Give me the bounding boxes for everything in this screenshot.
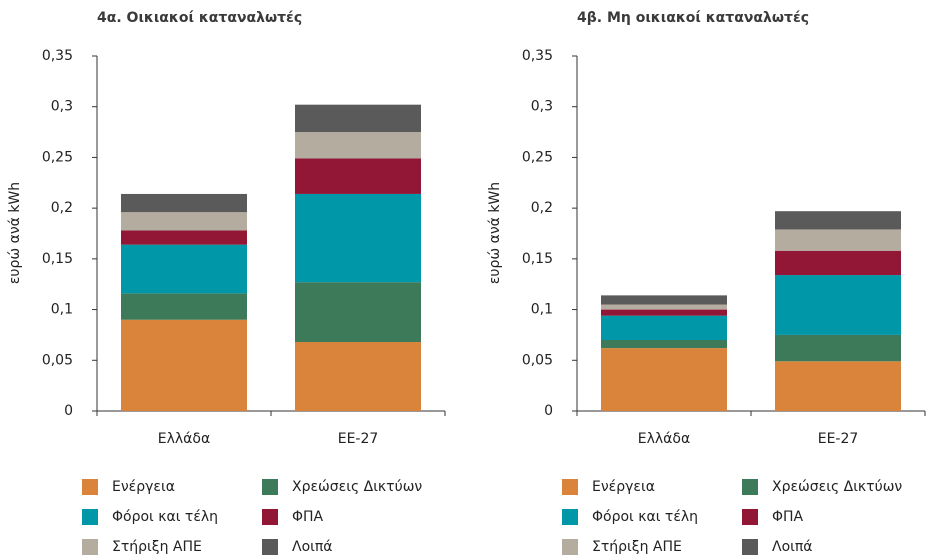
x-tick-label: Ελλάδα (638, 431, 690, 447)
legend-label: Φόροι και τέλη (592, 509, 698, 525)
legend-label: Ενέργεια (592, 479, 655, 495)
y-tick-label: 0,25 (522, 149, 553, 165)
y-tick-label: 0,35 (522, 48, 553, 64)
y-axis-label: ευρώ ανά kWh (487, 182, 503, 284)
legend-label: Λοιπά (292, 539, 333, 555)
chart-title: 4α. Οικιακοί καταναλωτές (97, 10, 302, 26)
legend-label: Χρεώσεις Δικτύων (292, 479, 422, 495)
bar-segment (295, 282, 421, 343)
y-tick-label: 0,2 (51, 200, 73, 216)
legend-swatch (742, 509, 758, 525)
y-tick-label: 0,15 (522, 251, 553, 267)
y-tick-label: 0,3 (51, 99, 73, 115)
bar-segment (775, 361, 901, 411)
bar-segment (775, 229, 901, 251)
bar-segment (121, 230, 247, 245)
y-tick-label: 0,05 (42, 352, 73, 368)
bar-segment (121, 212, 247, 231)
y-tick-label: 0 (64, 403, 73, 419)
legend-swatch (562, 479, 578, 495)
legend-label: Στήριξη ΑΠΕ (592, 539, 682, 555)
legend-label: Στήριξη ΑΠΕ (112, 539, 202, 555)
chart-title: 4β. Μη οικιακοί καταναλωτές (577, 10, 809, 26)
bar-segment (775, 334, 901, 362)
bar-segment (295, 158, 421, 194)
bar-segment (121, 319, 247, 411)
y-tick-label: 0,1 (51, 302, 73, 318)
y-tick-label: 0,25 (42, 149, 73, 165)
bar-segment (295, 132, 421, 159)
x-tick-label: ΕΕ-27 (338, 431, 379, 447)
bar-segment (601, 304, 727, 310)
legend-label: Φόροι και τέλη (112, 509, 218, 525)
legend-swatch (742, 539, 758, 555)
legend-label: ΦΠΑ (292, 509, 324, 525)
bar-segment (121, 244, 247, 294)
y-tick-label: 0,35 (42, 48, 73, 64)
legend-swatch (82, 479, 98, 495)
bar-segment (775, 211, 901, 230)
legend-swatch (82, 539, 98, 555)
legend-label: Λοιπά (772, 539, 813, 555)
bar-segment (295, 104, 421, 133)
legend-label: ΦΠΑ (772, 509, 804, 525)
y-tick-label: 0,1 (531, 302, 553, 318)
bar-segment (121, 193, 247, 213)
bar-segment (775, 275, 901, 335)
legend-swatch (262, 479, 278, 495)
y-tick-label: 0 (544, 403, 553, 419)
bar-segment (601, 348, 727, 411)
bar-segment (601, 309, 727, 316)
y-tick-label: 0,15 (42, 251, 73, 267)
legend-swatch (262, 539, 278, 555)
legend-swatch (562, 509, 578, 525)
legend-label: Ενέργεια (112, 479, 175, 495)
bar-segment (775, 250, 901, 276)
legend-label: Χρεώσεις Δικτύων (772, 479, 902, 495)
y-axis-label: ευρώ ανά kWh (7, 182, 23, 284)
legend-swatch (82, 509, 98, 525)
bar-segment (601, 295, 727, 305)
bar-segment (121, 293, 247, 320)
bar-segment (601, 340, 727, 349)
bar-segment (601, 315, 727, 340)
bar-segment (295, 342, 421, 411)
x-tick-label: ΕΕ-27 (818, 431, 859, 447)
legend-swatch (562, 539, 578, 555)
y-tick-label: 0,2 (531, 200, 553, 216)
bar-segment (295, 193, 421, 283)
y-tick-label: 0,05 (522, 352, 553, 368)
legend-swatch (742, 479, 758, 495)
x-tick-label: Ελλάδα (158, 431, 210, 447)
y-tick-label: 0,3 (531, 99, 553, 115)
legend-swatch (262, 509, 278, 525)
